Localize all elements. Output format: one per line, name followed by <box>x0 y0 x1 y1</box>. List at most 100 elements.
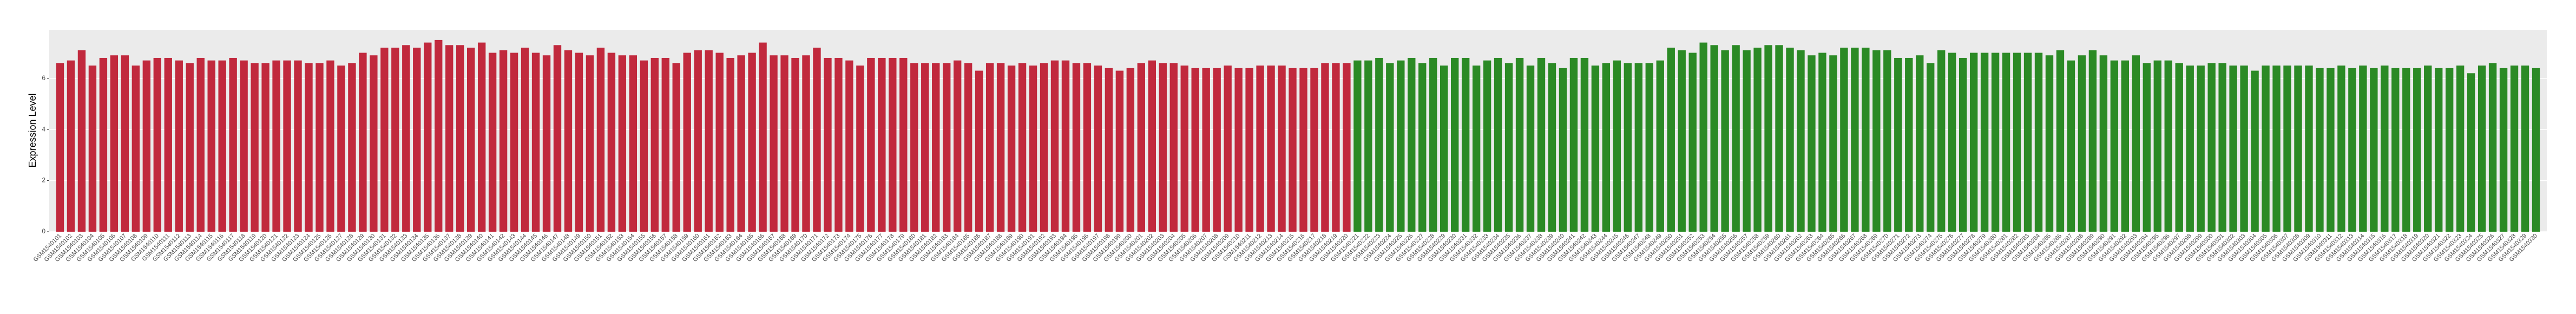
bar <box>802 55 810 232</box>
bar <box>586 55 594 232</box>
bar <box>1504 63 1513 232</box>
bar <box>1397 60 1405 232</box>
bar <box>1440 66 1448 232</box>
bar <box>1483 60 1491 232</box>
bar <box>1613 60 1621 232</box>
bar <box>2251 70 2259 232</box>
bar <box>1764 45 1772 232</box>
bar <box>2175 63 2183 232</box>
bar <box>1656 60 1664 232</box>
bar <box>1224 66 1232 232</box>
bar <box>99 57 108 232</box>
bar <box>1786 48 1794 232</box>
bar <box>770 55 778 232</box>
bar <box>1721 50 1729 232</box>
bar <box>521 48 529 232</box>
bar <box>1083 63 1092 232</box>
bar <box>121 55 129 232</box>
bar <box>629 55 638 232</box>
bar <box>1526 66 1535 232</box>
bar <box>1343 63 1351 232</box>
bar <box>1494 57 1502 232</box>
bar <box>824 57 832 232</box>
bar <box>2456 66 2465 232</box>
bar <box>1515 57 1524 232</box>
bar <box>2088 50 2097 232</box>
bar <box>1169 63 1178 232</box>
bar <box>2153 60 2161 232</box>
bar <box>2337 66 2345 232</box>
bar <box>531 53 540 232</box>
bar <box>1591 66 1600 232</box>
bar <box>899 57 908 232</box>
bar <box>229 57 237 232</box>
bar <box>845 60 853 232</box>
bar <box>1007 66 1016 232</box>
bar <box>726 57 734 232</box>
bar <box>132 66 140 232</box>
bar <box>964 63 972 232</box>
bar <box>2294 66 2302 232</box>
bar <box>2099 55 2108 232</box>
bar <box>477 42 486 232</box>
bar <box>402 45 410 232</box>
bar <box>2488 63 2497 232</box>
bar <box>1710 45 1718 232</box>
bar <box>1375 57 1383 232</box>
bar <box>1818 53 1826 232</box>
bar <box>1580 57 1589 232</box>
bar <box>2262 66 2270 232</box>
bar <box>2348 68 2356 232</box>
bar <box>1559 68 1567 232</box>
bar <box>953 60 962 232</box>
bar <box>1678 50 1686 232</box>
bar <box>2186 66 2194 232</box>
bar <box>2499 68 2508 232</box>
bar <box>110 55 119 232</box>
bar <box>2056 50 2065 232</box>
bar <box>1386 63 1394 232</box>
bar <box>889 57 897 232</box>
bar <box>1569 57 1578 232</box>
bar <box>1408 57 1416 232</box>
bar <box>1667 48 1675 232</box>
bar <box>932 63 940 232</box>
bar <box>1094 66 1102 232</box>
bar <box>1775 45 1783 232</box>
bar <box>272 60 280 232</box>
bar <box>1213 68 1221 232</box>
bar <box>2478 66 2486 232</box>
bar <box>1353 60 1362 232</box>
bar <box>1980 53 1989 232</box>
bar <box>435 40 443 232</box>
bar <box>1969 53 1978 232</box>
bar <box>424 42 432 232</box>
bar <box>834 57 843 232</box>
bar <box>867 57 875 232</box>
bar <box>780 55 788 232</box>
bar <box>856 66 864 232</box>
bar <box>2316 68 2324 232</box>
bar <box>142 60 151 232</box>
bar <box>1905 57 1913 232</box>
bar <box>359 53 367 232</box>
bar <box>1548 63 1556 232</box>
bar <box>661 57 669 232</box>
bar <box>2305 66 2313 232</box>
bar <box>1245 68 1253 232</box>
bar <box>2445 68 2454 232</box>
bar <box>1537 57 1546 232</box>
bar <box>305 63 313 232</box>
bar <box>283 60 291 232</box>
bar <box>175 60 183 232</box>
bar <box>77 50 86 232</box>
bar <box>1461 57 1470 232</box>
bar <box>1180 66 1188 232</box>
bar <box>1148 60 1156 232</box>
bar <box>2359 66 2367 232</box>
bar <box>488 53 497 232</box>
bar <box>1699 42 1707 232</box>
bar <box>88 66 97 232</box>
bar <box>2327 68 2335 232</box>
bar <box>672 63 680 232</box>
